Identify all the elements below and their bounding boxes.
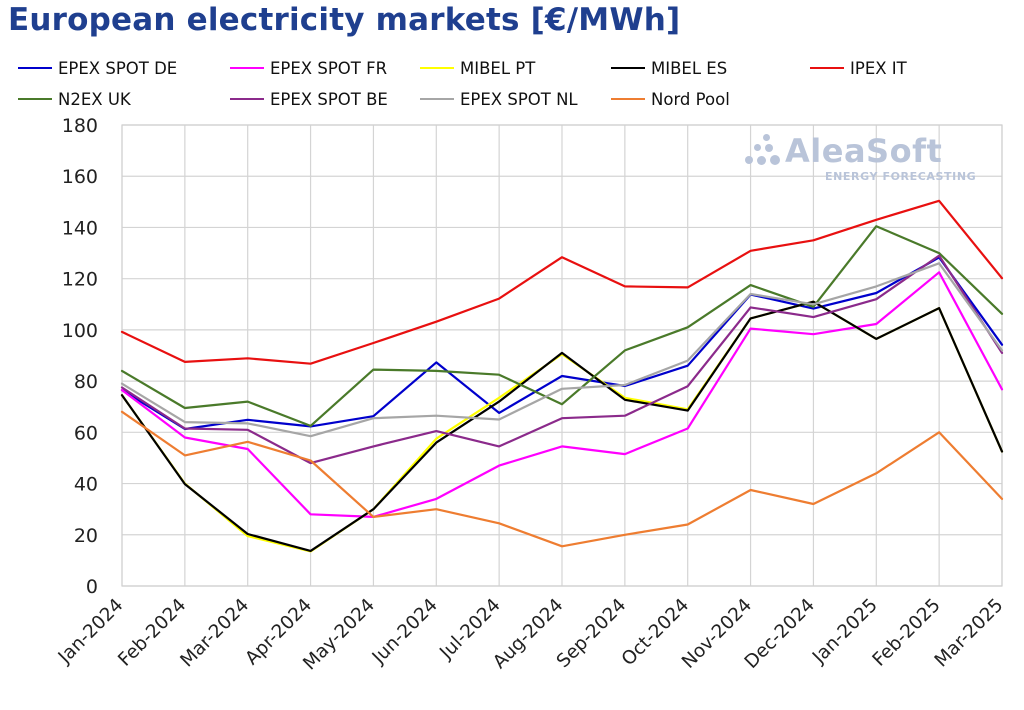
legend-item: EPEX SPOT FR (230, 57, 387, 79)
watermark-subtitle: ENERGY FORECASTING (825, 170, 977, 183)
series-line-n2ex-uk (120, 225, 1004, 427)
legend-item: MIBEL PT (420, 57, 535, 79)
series-line-mibel-es (120, 300, 1004, 553)
series-line-epex-spot-nl (120, 262, 1004, 438)
legend-label: MIBEL ES (651, 58, 728, 78)
logo-dot-icon (763, 134, 770, 141)
y-tick-label: 120 (62, 269, 98, 291)
y-tick-label: 60 (74, 422, 98, 444)
legend-swatch (230, 98, 264, 100)
legend-swatch (18, 98, 52, 100)
chart-title: European electricity markets [€/MWh] (8, 2, 681, 38)
y-tick-label: 140 (62, 217, 98, 239)
legend-item: N2EX UK (18, 88, 131, 110)
legend-swatch (611, 98, 645, 100)
y-tick-label: 40 (74, 474, 98, 496)
logo-dot-icon (770, 155, 780, 165)
legend-label: IPEX IT (850, 58, 907, 78)
x-tick-label: Mar-2024 (177, 595, 254, 672)
x-tick-label: Jun-2024 (368, 595, 442, 669)
legend-swatch (420, 67, 454, 69)
series-line-epex-spot-be (120, 254, 1004, 465)
y-tick-label: 160 (62, 166, 98, 188)
legend-label: EPEX SPOT NL (460, 89, 578, 109)
watermark-name: AleaSoft (785, 132, 943, 170)
legend-label: MIBEL PT (460, 58, 536, 78)
series-line-ipex-it (120, 199, 1004, 365)
plot-area-border (121, 124, 1003, 587)
legend-label: EPEX SPOT BE (270, 89, 388, 109)
series-line-epex-spot-de (120, 256, 1004, 431)
legend-label: EPEX SPOT FR (270, 58, 388, 78)
y-tick-label: 100 (62, 320, 98, 342)
legend-item: EPEX SPOT NL (420, 88, 578, 110)
legend-item: MIBEL ES (611, 57, 727, 79)
legend-item: EPEX SPOT DE (18, 57, 177, 79)
series-line-nord-pool (120, 410, 1004, 548)
legend-label: Nord Pool (651, 89, 730, 109)
legend-swatch (420, 98, 454, 100)
logo-dot-icon (745, 156, 753, 164)
y-tick-label: 80 (74, 371, 98, 393)
legend-swatch (810, 67, 844, 69)
y-tick-label: 180 (62, 115, 98, 137)
legend: EPEX SPOT DE EPEX SPOT FR MIBEL PT MIBEL ES… (0, 0, 1024, 120)
aleasoft-watermark: AleaSoft ENERGY FORECASTING (745, 132, 995, 192)
legend-swatch (611, 67, 645, 69)
y-tick-label: 0 (86, 576, 98, 598)
legend-item: IPEX IT (810, 57, 907, 79)
legend-item: Nord Pool (611, 88, 730, 110)
x-tick-label: Mar-2025 (931, 595, 1008, 672)
legend-label: N2EX UK (58, 89, 131, 109)
legend-item: EPEX SPOT BE (230, 88, 388, 110)
legend-swatch (18, 67, 52, 69)
x-tick-label: Sep-2024 (553, 595, 631, 673)
legend-swatch (230, 67, 264, 69)
logo-dot-icon (754, 144, 761, 151)
y-tick-label: 20 (74, 525, 98, 547)
legend-label: EPEX SPOT DE (58, 58, 178, 78)
logo-dot-icon (757, 156, 766, 165)
logo-dot-icon (765, 144, 773, 152)
